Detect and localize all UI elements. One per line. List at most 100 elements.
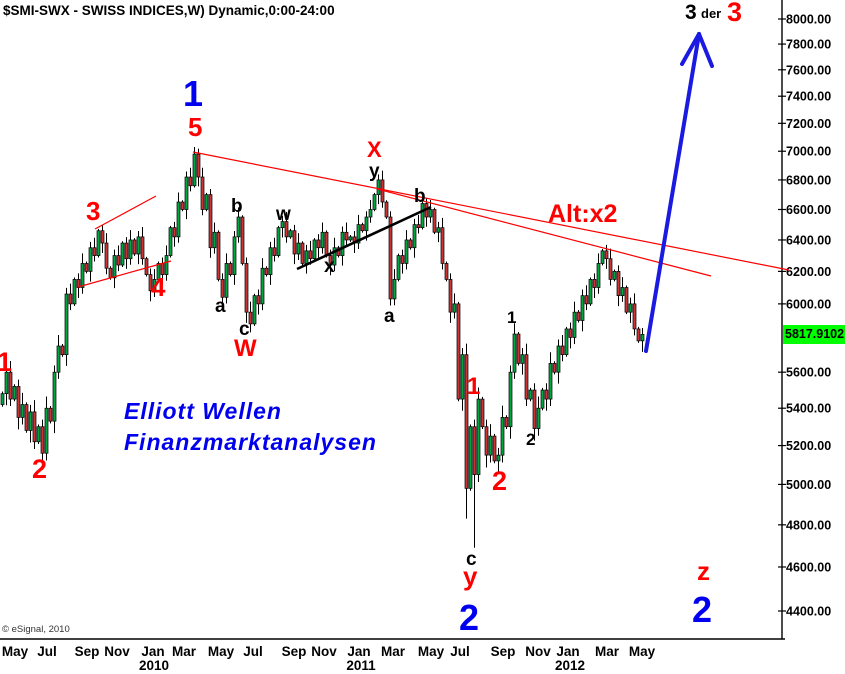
candle-body <box>88 247 93 272</box>
x-month-label: May <box>2 644 29 659</box>
candle-body <box>528 389 533 400</box>
candle-body <box>372 194 377 210</box>
wave-b-label: b <box>231 196 243 217</box>
wave-x-red-label: X <box>367 137 382 162</box>
x-month-label: Jan <box>556 644 579 659</box>
candle-body <box>504 417 509 428</box>
candle-body <box>596 263 601 288</box>
wave-z-red-label: z <box>697 556 710 586</box>
candle-body <box>92 247 97 256</box>
y-tick-label: 5000.00 <box>786 478 831 492</box>
candle-body <box>48 407 53 422</box>
candle-body <box>224 263 229 298</box>
candle-body <box>116 255 121 266</box>
brand-line-1: Elliott Wellen <box>124 398 282 424</box>
candle-body <box>516 333 521 364</box>
candle-body <box>124 242 129 260</box>
y-tick-label: 4800.00 <box>786 518 831 532</box>
x-month-label: Mar <box>172 644 197 659</box>
candle-body <box>144 258 149 275</box>
candle-body <box>280 221 285 229</box>
y-tick-label: 7600.00 <box>786 63 831 77</box>
projection-arrow-shaft <box>644 32 701 353</box>
candle-body <box>244 263 249 313</box>
chart-title: $SMI-SWX - SWISS INDICES,W) Dynamic,0:00… <box>3 3 335 18</box>
y-tick-label: 7200.00 <box>786 117 831 131</box>
candle-body <box>152 279 157 292</box>
candle-body <box>508 371 513 428</box>
candle-body <box>532 389 537 429</box>
candle-body <box>340 231 345 256</box>
candle-body <box>4 371 9 394</box>
candle-body <box>104 242 109 269</box>
candle-body <box>168 227 173 256</box>
candle-body <box>396 255 401 280</box>
candle-body <box>624 287 629 313</box>
candle-body <box>300 242 305 264</box>
candle-body <box>392 279 397 300</box>
candle-body <box>296 242 301 255</box>
brand-line-2: Finanzmarktanalysen <box>124 429 377 455</box>
candle-body <box>172 227 177 238</box>
candle-body <box>268 247 273 275</box>
candle-body <box>24 404 29 431</box>
wave-2-blue-label: 2 <box>459 597 479 638</box>
candle-body <box>36 426 41 443</box>
candle-body <box>560 345 565 356</box>
x-month-label: Mar <box>381 644 406 659</box>
candle-body <box>416 224 421 229</box>
x-month-label: Jan <box>347 644 370 659</box>
candle-body <box>0 393 5 405</box>
rebound-2-red-label: 2 <box>492 466 507 496</box>
candle-body <box>304 250 309 264</box>
candle-body <box>420 203 425 229</box>
candle-body <box>580 295 585 321</box>
candle-body <box>636 328 641 342</box>
candle-body <box>552 363 557 373</box>
candle-body <box>64 293 69 356</box>
candle-body <box>256 295 261 305</box>
candle-body <box>44 407 49 454</box>
candle-body <box>204 194 209 210</box>
candle-body <box>576 311 581 321</box>
candle-body <box>276 227 281 256</box>
candle-body <box>436 227 441 233</box>
wave-c2-label: c <box>466 549 477 570</box>
candle-body <box>496 454 501 462</box>
candle-body <box>460 354 465 400</box>
x-month-label: May <box>418 644 445 659</box>
y-tick-label: 4400.00 <box>786 605 831 619</box>
resistance-line-2 <box>376 188 712 277</box>
y-tick-label: 5400.00 <box>786 402 831 416</box>
candle-body <box>12 386 17 400</box>
candle-body <box>640 334 645 342</box>
x-month-label: May <box>629 644 656 659</box>
candle-body <box>332 247 337 266</box>
y-tick-label: 7400.00 <box>786 90 831 104</box>
candle-body <box>20 404 25 418</box>
x-month-label: May <box>208 644 235 659</box>
candle-body <box>344 231 349 241</box>
candle-body <box>572 311 577 338</box>
resistance-line-1 <box>192 151 790 271</box>
candle-body <box>284 221 289 238</box>
candle-body <box>72 279 77 305</box>
candle-body <box>512 333 517 373</box>
candle-body <box>128 239 133 260</box>
candle-body <box>252 295 257 325</box>
candle-body <box>520 354 525 364</box>
wave-3-red-label: 3 <box>86 196 100 226</box>
candle-body <box>408 239 413 249</box>
candle-body <box>28 411 33 431</box>
wave-w-label: w <box>275 204 291 225</box>
candle-body <box>468 426 473 489</box>
minor-2-label: 2 <box>526 430 535 449</box>
candle-body <box>200 176 205 210</box>
wave-5-red-label: 5 <box>188 112 202 142</box>
candle-body <box>592 279 597 288</box>
candle-body <box>228 263 233 275</box>
x-month-label: Jan <box>141 644 164 659</box>
candle-body <box>452 303 457 313</box>
candle-body <box>320 231 325 249</box>
target-3-label: 3 <box>685 1 697 24</box>
